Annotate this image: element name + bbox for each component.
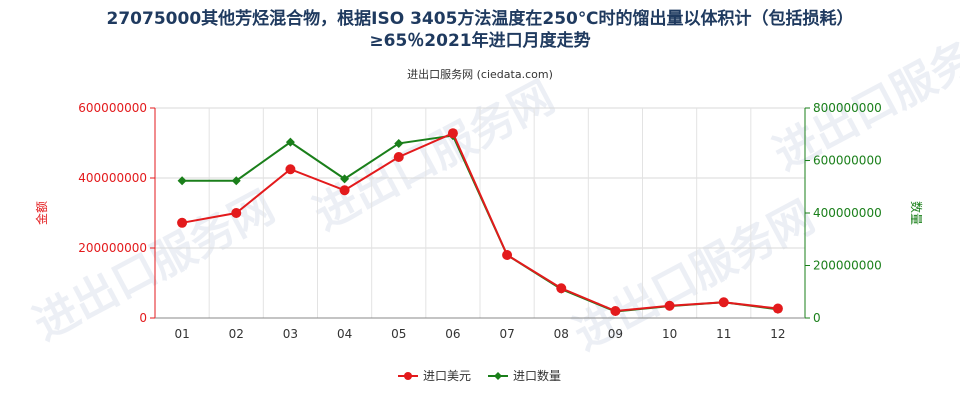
point-usd-10 (664, 300, 675, 311)
left-tick-label-2: 400000000 (78, 171, 147, 185)
point-usd-11 (718, 297, 729, 308)
left-axis-title: 金额 (34, 201, 49, 225)
point-usd-03 (285, 164, 296, 175)
point-usd-12 (772, 303, 783, 314)
point-usd-09 (610, 306, 621, 316)
left-tick-label-0: 0 (139, 311, 147, 325)
point-qty-01 (177, 176, 187, 186)
left-tick-label-1: 200000000 (78, 241, 147, 255)
chart-title-line2: ≥65％2021年进口月度走势 (369, 31, 591, 51)
x-tick-label-04: 04 (337, 327, 352, 341)
legend-marker-1 (494, 372, 502, 380)
right-tick-label-1: 200000000 (813, 259, 882, 273)
x-tick-label-10: 10 (662, 327, 677, 341)
x-tick-label-12: 12 (770, 327, 785, 341)
x-tick-label-11: 11 (716, 327, 731, 341)
x-tick-label-03: 03 (283, 327, 298, 341)
legend-marker-0 (404, 372, 412, 380)
x-tick-label-01: 01 (174, 327, 189, 341)
axes (150, 107, 810, 319)
chart-subtitle: 进出口服务网 (ciedata.com) (407, 68, 553, 81)
right-tick-label-0: 0 (813, 311, 821, 325)
series-group (177, 128, 783, 316)
point-qty-04 (340, 174, 350, 184)
chart-title-line1: 27075000其他芳烃混合物，根据ISO 3405方法温度在250℃时的馏出量… (106, 9, 854, 29)
x-tick-label-09: 09 (608, 327, 623, 341)
point-qty-05 (394, 138, 404, 148)
x-tick-label-05: 05 (391, 327, 406, 341)
point-usd-02 (231, 208, 242, 218)
left-tick-label-3: 600000000 (78, 101, 147, 115)
point-usd-04 (339, 185, 350, 196)
series-line-0 (181, 131, 779, 313)
point-usd-07 (502, 250, 513, 260)
grid-lines (154, 107, 806, 319)
point-usd-08 (556, 283, 567, 294)
x-tick-label-02: 02 (229, 327, 244, 341)
legend-label-1: 进口数量 (513, 368, 561, 383)
point-usd-05 (393, 152, 404, 162)
point-qty-02 (231, 176, 241, 186)
right-tick-label-4: 800000000 (813, 101, 882, 115)
legend-label-0: 进口美元 (423, 369, 471, 383)
x-tick-label-08: 08 (554, 327, 569, 341)
legend: 进口美元 进口数量 (398, 368, 561, 383)
x-tick-label-06: 06 (445, 327, 460, 341)
right-axis-title: 数量 (909, 201, 924, 225)
point-usd-01 (177, 217, 188, 228)
tick-labels: 0 200000000 400000000 600000000 0 200000000 40… (34, 101, 924, 341)
x-tick-label-07: 07 (499, 327, 514, 341)
right-tick-label-2: 400000000 (813, 206, 882, 220)
point-qty-03 (285, 137, 295, 147)
right-tick-label-3: 600000000 (813, 154, 882, 168)
point-usd-06 (447, 128, 458, 139)
